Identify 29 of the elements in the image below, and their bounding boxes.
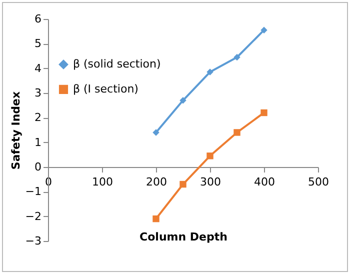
y-tick-label: 6 <box>34 12 42 26</box>
point <box>234 129 240 136</box>
x-tick-label: 300 <box>200 176 221 188</box>
y-tick-label: 3 <box>34 86 42 100</box>
y-tick-label: −3 <box>25 234 42 248</box>
y-tick-label: −2 <box>25 210 42 223</box>
point <box>206 68 214 76</box>
x-tick-label: 400 <box>254 176 275 188</box>
y-tick-label: 4 <box>34 62 42 75</box>
point <box>180 97 186 104</box>
x-axis-title: Column Depth <box>140 230 228 244</box>
point <box>206 152 214 160</box>
x-tick-label: 500 <box>308 176 329 188</box>
point <box>152 129 160 136</box>
legend-label: β (I section) <box>73 82 138 96</box>
point <box>260 26 268 34</box>
y-tick-label: 2 <box>34 111 42 124</box>
point <box>180 180 186 188</box>
point <box>152 215 160 222</box>
point <box>260 109 268 116</box>
y-tick-label: −1 <box>25 185 42 198</box>
y-tick-label: 1 <box>34 136 42 149</box>
y-tick-label: 0 <box>34 160 42 174</box>
y-tick-label: 5 <box>34 37 42 50</box>
x-tick-label: 200 <box>146 176 167 188</box>
legend-label: β (solid section) <box>73 57 161 70</box>
point <box>234 54 240 61</box>
y-axis-title: Safety Index <box>9 91 22 170</box>
x-tick-label: 100 <box>92 176 113 188</box>
